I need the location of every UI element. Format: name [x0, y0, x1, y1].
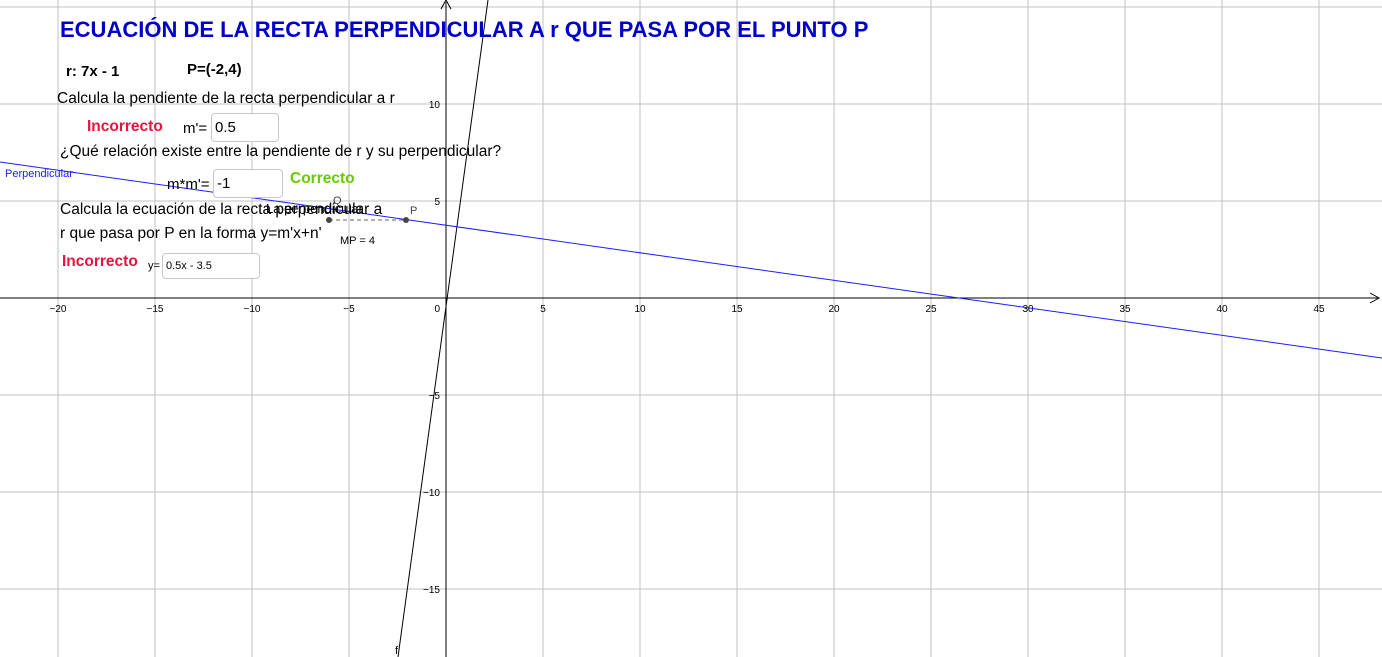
- overlap-label: La perpendicular: [266, 201, 364, 216]
- point-p[interactable]: [403, 217, 409, 223]
- point-p-coordinates: P=(-2,4): [187, 61, 242, 78]
- y-tick-labels: 10 5 −5 −10 −15: [423, 100, 440, 596]
- slope-input[interactable]: [211, 113, 279, 142]
- x-tick-label: 40: [1216, 304, 1228, 315]
- perpendicular-label: Perpendicular: [5, 168, 73, 180]
- x-tick-label: 20: [828, 304, 840, 315]
- page-title: ECUACIÓN DE LA RECTA PERPENDICULAR A r Q…: [60, 17, 869, 42]
- x-tick-label: 0: [434, 304, 440, 315]
- line-r-equation: r: 7x - 1: [66, 63, 120, 80]
- x-tick-label: −20: [50, 304, 67, 315]
- y-tick-label: −15: [423, 585, 440, 596]
- question-3-prompt-line1: Calcula la ecuación de la recta perpendi…: [60, 201, 383, 218]
- question-1-label: m'=: [183, 120, 208, 137]
- x-tick-label: 15: [731, 304, 743, 315]
- question-3-prompt-line2: r que pasa por P en la forma y=m'x+n': [60, 225, 322, 242]
- x-tick-label: 45: [1313, 304, 1325, 315]
- x-tick-label: −10: [244, 304, 261, 315]
- y-tick-label: −10: [423, 488, 440, 499]
- question-3-label: y=: [148, 260, 160, 272]
- point-p-label: P: [410, 205, 417, 217]
- question-3-feedback: Incorrecto: [62, 253, 138, 270]
- question-1-feedback: Incorrecto: [87, 118, 163, 135]
- x-tick-labels: −20 −15 −10 −5 0 5 10 15 20 25 30 35 40 45: [50, 304, 1325, 315]
- question-2-label: m*m'=: [167, 176, 210, 193]
- x-tick-label: −5: [343, 304, 355, 315]
- question-1-prompt: Calcula la pendiente de la recta perpend…: [57, 90, 395, 107]
- question-2-feedback: Correcto: [290, 170, 355, 187]
- line-r[interactable]: [397, 0, 489, 657]
- equation-input[interactable]: [162, 253, 260, 279]
- x-tick-label: 10: [634, 304, 646, 315]
- point-q-label: Q: [333, 195, 342, 207]
- line-r-label: f: [395, 645, 399, 657]
- question-2-prompt: ¿Qué relación existe entre la pendiente …: [60, 143, 502, 160]
- x-tick-label: 25: [925, 304, 937, 315]
- mp-label: MP = 4: [340, 235, 375, 247]
- y-axis-arrow: [440, 0, 452, 10]
- x-tick-label: 5: [540, 304, 546, 315]
- y-tick-label: −5: [429, 391, 441, 402]
- x-tick-label: 35: [1119, 304, 1131, 315]
- x-tick-label: −15: [147, 304, 164, 315]
- point-q[interactable]: [326, 217, 332, 223]
- x-axis-arrow: [1369, 292, 1381, 304]
- product-input[interactable]: [213, 169, 283, 198]
- y-tick-label: 5: [434, 197, 440, 208]
- x-tick-label: 30: [1022, 304, 1034, 315]
- y-tick-label: 10: [429, 100, 441, 111]
